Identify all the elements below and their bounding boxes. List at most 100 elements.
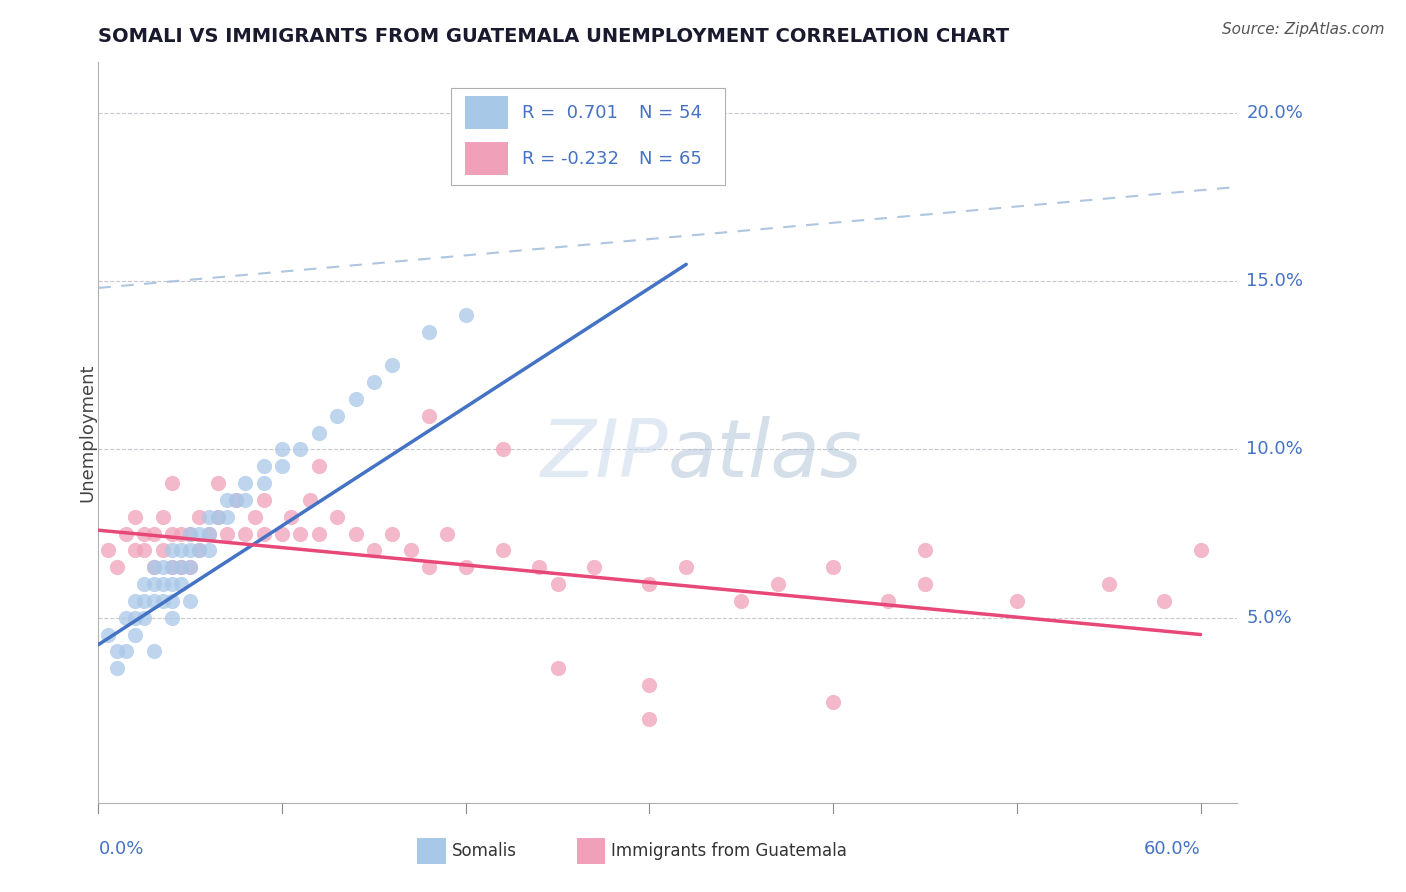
Point [124,610,146,624]
Point [124,543,146,558]
Point [160,560,183,574]
Point [115,644,138,658]
Point [363,375,385,389]
Point [97,543,120,558]
Point [1098,577,1121,591]
Text: 15.0%: 15.0% [1247,272,1303,290]
Text: N = 54: N = 54 [640,103,703,122]
Point [105,661,128,675]
Point [491,442,513,457]
Point [215,509,238,524]
Text: 60.0%: 60.0% [1144,840,1201,858]
Point [491,543,513,558]
Point [877,594,900,608]
Point [1005,594,1028,608]
Point [280,509,302,524]
Point [235,492,257,507]
Point [179,526,201,541]
Point [170,560,193,574]
Point [253,526,276,541]
Point [142,560,165,574]
Point [290,526,312,541]
Point [188,526,211,541]
Text: 0.0%: 0.0% [98,840,143,858]
Point [418,560,440,574]
Point [170,577,193,591]
Point [197,526,219,541]
Point [253,459,276,474]
Text: 10.0%: 10.0% [1247,441,1303,458]
Point [105,560,128,574]
Point [730,594,752,608]
Point [547,577,569,591]
Point [188,509,211,524]
Point [399,543,422,558]
Point [418,409,440,423]
Point [124,627,146,641]
Point [207,509,229,524]
Point [914,577,936,591]
Point [271,459,294,474]
Point [207,476,229,491]
Point [160,543,183,558]
Text: Immigrants from Guatemala: Immigrants from Guatemala [612,842,846,860]
FancyBboxPatch shape [465,96,509,129]
Point [225,492,247,507]
Point [134,610,156,624]
FancyBboxPatch shape [451,88,725,185]
Point [253,476,276,491]
Point [253,492,276,507]
Text: Source: ZipAtlas.com: Source: ZipAtlas.com [1222,22,1385,37]
Point [197,526,219,541]
Point [142,577,165,591]
Point [142,526,165,541]
Point [381,359,404,373]
Point [160,526,183,541]
Point [152,594,174,608]
Point [160,594,183,608]
Point [134,543,156,558]
Point [105,644,128,658]
Point [152,543,174,558]
Point [235,526,257,541]
Point [207,509,229,524]
Point [290,442,312,457]
Text: N = 65: N = 65 [640,150,702,168]
Point [197,509,219,524]
Point [1153,594,1175,608]
Text: 20.0%: 20.0% [1247,104,1303,122]
Text: R = -0.232: R = -0.232 [522,150,619,168]
FancyBboxPatch shape [576,838,605,864]
Text: Somalis: Somalis [451,842,516,860]
Point [1189,543,1212,558]
Point [235,476,257,491]
Y-axis label: Unemployment: Unemployment [79,363,96,502]
Point [326,509,349,524]
Point [170,560,193,574]
Point [152,560,174,574]
Point [583,560,606,574]
Point [271,442,294,457]
Point [134,526,156,541]
Point [170,526,193,541]
Point [344,526,367,541]
Point [638,712,661,726]
Point [675,560,697,574]
Point [638,577,661,591]
Point [344,392,367,406]
Text: SOMALI VS IMMIGRANTS FROM GUATEMALA UNEMPLOYMENT CORRELATION CHART: SOMALI VS IMMIGRANTS FROM GUATEMALA UNEM… [98,27,1010,45]
Point [823,560,845,574]
Point [326,409,349,423]
Point [547,661,569,675]
Point [436,526,458,541]
Point [124,594,146,608]
Point [170,543,193,558]
Point [363,543,385,558]
Point [152,509,174,524]
Point [179,594,201,608]
Point [115,526,138,541]
Point [225,492,247,507]
Point [454,308,477,322]
Point [160,610,183,624]
Text: 5.0%: 5.0% [1247,608,1292,627]
